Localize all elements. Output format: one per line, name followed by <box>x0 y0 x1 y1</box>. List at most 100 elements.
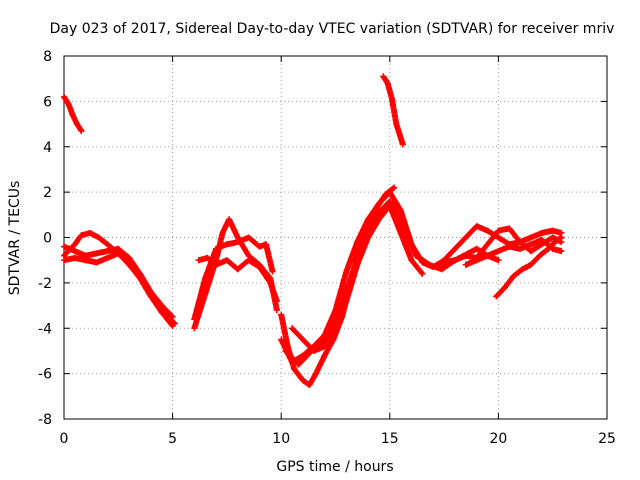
y-tick-label: -6 <box>38 367 52 383</box>
data-point <box>393 121 400 128</box>
chart-title: Day 023 of 2017, Sidereal Day-to-day VTE… <box>50 21 615 37</box>
data-point <box>527 248 534 255</box>
data-point <box>223 241 230 248</box>
data-point <box>391 184 398 191</box>
data-point <box>397 229 404 236</box>
data-point <box>384 80 391 87</box>
data-point <box>365 234 372 241</box>
y-tick-labels: -8 -6 -4 -2 0 2 4 6 8 <box>38 49 52 428</box>
data-point <box>278 311 285 318</box>
data-point <box>74 121 81 128</box>
data-point <box>484 241 491 248</box>
data-point <box>126 261 133 268</box>
data-point <box>93 250 100 257</box>
data-point <box>399 141 406 148</box>
data-point <box>462 252 469 259</box>
data-point <box>354 261 361 268</box>
data-point <box>267 279 274 286</box>
data-point <box>71 241 78 248</box>
data-point <box>158 309 165 316</box>
data-point <box>191 316 198 323</box>
data-point <box>115 250 122 257</box>
data-point <box>191 325 198 332</box>
data-point <box>226 216 233 223</box>
data-point <box>332 320 339 327</box>
series-arc-midday-b <box>191 234 276 323</box>
data-point <box>93 259 100 266</box>
data-point <box>306 381 313 388</box>
data-point <box>289 325 296 332</box>
data-point <box>245 234 252 241</box>
data-point <box>87 229 94 236</box>
data-point <box>419 270 426 277</box>
data-point <box>545 245 552 252</box>
data-point <box>65 100 72 107</box>
data-point <box>312 370 319 377</box>
data-point <box>234 266 241 273</box>
data-point <box>549 227 556 234</box>
series-arc-afternoon-d <box>289 202 426 354</box>
data-point <box>527 261 534 268</box>
data-point <box>473 223 480 230</box>
data-point <box>473 257 480 264</box>
data-point <box>484 252 491 259</box>
data-point <box>451 257 458 264</box>
series-arc-high-late <box>380 73 406 148</box>
data-point <box>484 227 491 234</box>
data-point <box>137 275 144 282</box>
data-point <box>299 336 306 343</box>
data-point <box>538 229 545 236</box>
data-point <box>517 239 524 246</box>
series-arc-early-high <box>61 93 85 134</box>
data-point <box>61 243 67 250</box>
data-point <box>558 234 565 241</box>
data-point <box>61 257 67 264</box>
data-point <box>506 243 513 250</box>
data-point <box>365 216 372 223</box>
data-point <box>510 273 517 280</box>
data-point <box>262 241 269 248</box>
x-tick-label: 5 <box>168 431 177 447</box>
data-point <box>104 241 111 248</box>
data-point <box>295 361 302 368</box>
data-point <box>354 239 361 246</box>
y-tick-label: -4 <box>38 321 52 337</box>
data-point <box>441 263 448 270</box>
data-point <box>558 248 565 255</box>
data-point <box>462 234 469 241</box>
data-series <box>61 73 565 388</box>
data-point <box>380 73 387 80</box>
x-tick-label: 0 <box>60 431 69 447</box>
data-point <box>299 377 306 384</box>
y-tick-label: 8 <box>43 49 52 65</box>
data-point <box>78 127 85 134</box>
data-point <box>375 216 382 223</box>
data-point <box>147 293 154 300</box>
series-arc-evening-b <box>441 225 565 270</box>
data-point <box>321 343 328 350</box>
data-point <box>71 248 78 255</box>
data-point <box>219 229 226 236</box>
data-point <box>213 261 220 268</box>
y-axis-label: SDTVAR / TECUs <box>7 181 23 296</box>
data-point <box>386 189 393 196</box>
data-point <box>495 234 502 241</box>
data-point <box>527 241 534 248</box>
data-point <box>419 257 426 264</box>
data-point <box>551 239 558 246</box>
series-arc-morning-c <box>61 250 176 329</box>
data-point <box>506 225 513 232</box>
data-point <box>61 93 67 100</box>
series-arc-evening-d <box>493 234 565 300</box>
data-point <box>538 236 545 243</box>
y-tick-label: -8 <box>38 412 52 428</box>
data-point <box>278 336 285 343</box>
y-tick-label: -2 <box>38 276 52 292</box>
marker-trace <box>61 250 176 329</box>
data-point <box>373 211 380 218</box>
data-point <box>330 336 337 343</box>
data-point <box>527 234 534 241</box>
data-point <box>321 352 328 359</box>
data-point <box>273 307 280 314</box>
